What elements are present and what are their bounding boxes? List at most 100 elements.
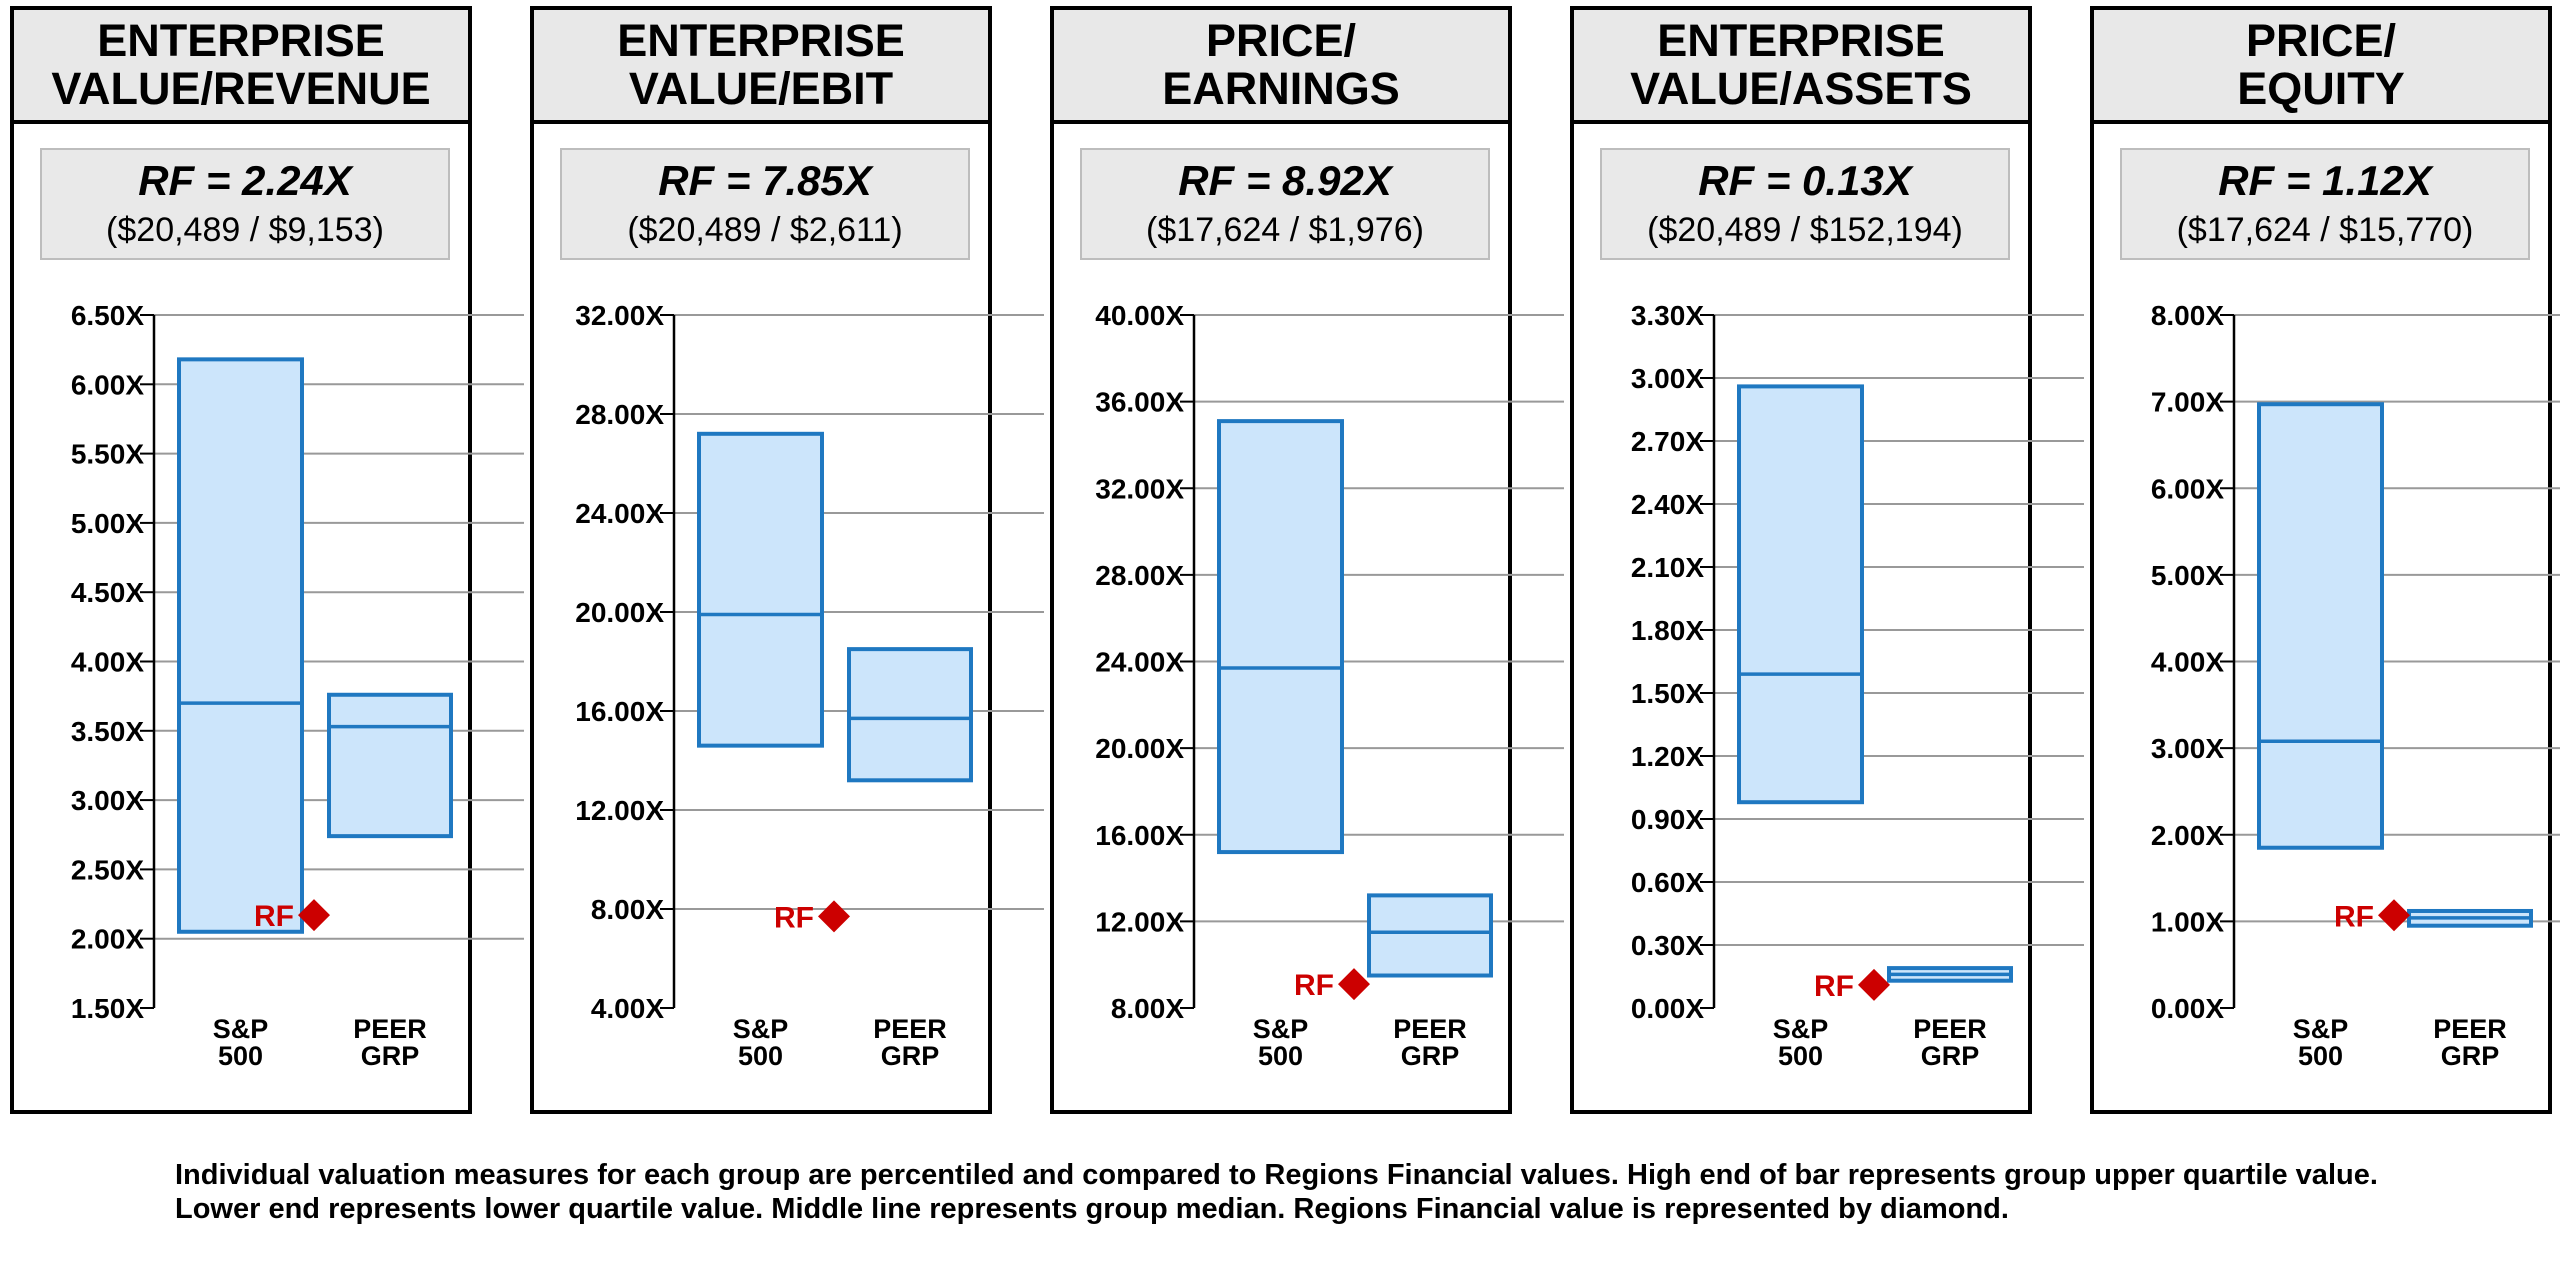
y-tick-label: 1.50X xyxy=(1631,678,1704,709)
rf-ratio: RF = 1.12X xyxy=(2218,157,2432,204)
quartile-bar-sp500 xyxy=(1217,419,1344,855)
y-tick-label: 2.00X xyxy=(2151,820,2224,851)
rf-calculation: ($20,489 / $2,611) xyxy=(627,211,903,249)
category-label: PEER GRP xyxy=(2433,1014,2507,1071)
rf-marker-label: RF xyxy=(254,900,294,933)
quartile-bar-sp500 xyxy=(1737,384,1864,805)
rf-summary-box: RF = 8.92X ($17,624 / $1,976) xyxy=(1080,148,1490,260)
valuation-panel-3: PRICE/EARNINGS RF = 8.92X ($17,624 / $1,97… xyxy=(1050,6,1564,1114)
y-tick-label: 6.00X xyxy=(2151,473,2224,504)
rf-marker-label: RF xyxy=(1294,969,1334,1002)
panel-title: PRICE/EARNINGS xyxy=(1054,10,1508,124)
rf-ratio: RF = 7.85X xyxy=(658,157,872,204)
y-tick-label: 2.50X xyxy=(71,854,144,885)
y-tick-label: 24.00X xyxy=(575,498,664,529)
y-tick-label: 1.80X xyxy=(1631,615,1704,646)
y-tick-label: 4.00X xyxy=(71,647,144,678)
y-tick-label: 0.60X xyxy=(1631,867,1704,898)
y-tick-label: 36.00X xyxy=(1095,387,1184,418)
rf-ratio: RF = 0.13X xyxy=(1698,157,1912,204)
box-chart: 4.00X 8.00X 12.00X 16.00X 20.00X 24.00X 28.00X… xyxy=(575,300,1044,1071)
y-tick-label: 7.00X xyxy=(2151,387,2224,418)
y-tick-label: 0.90X xyxy=(1631,804,1704,835)
rf-summary-box: RF = 0.13X ($20,489 / $152,194) xyxy=(1600,148,2010,260)
y-tick-label: 28.00X xyxy=(575,399,664,430)
y-tick-label: 32.00X xyxy=(575,300,664,331)
valuation-panel-4: ENTERPRISE VALUE/ASSETS RF = 0.13X ($20,489… xyxy=(1570,6,2084,1114)
y-tick-label: 3.00X xyxy=(1631,363,1704,394)
rf-marker-label: RF xyxy=(1814,970,1854,1003)
rf-marker-label: RF xyxy=(774,901,814,934)
panel-title-line: PRICE/ xyxy=(1205,15,1357,66)
panel-title: ENTERPRISE VALUE/ASSETS xyxy=(1574,10,2028,124)
quartile-bar-sp500 xyxy=(177,357,304,934)
y-tick-label: 12.00X xyxy=(575,795,664,826)
y-tick-label: 20.00X xyxy=(575,597,664,628)
panel-title-line: VALUE/REVENUE xyxy=(51,63,431,114)
rf-diamond-marker xyxy=(2378,899,2410,932)
quartile-bar-sp500 xyxy=(697,431,824,748)
y-tick-label: 5.00X xyxy=(71,508,144,539)
y-tick-label: 8.00X xyxy=(591,894,664,925)
y-tick-label: 12.00X xyxy=(1095,906,1184,937)
category-label: PEER GRP xyxy=(1393,1014,1467,1071)
y-tick-label: 2.70X xyxy=(1631,426,1704,457)
valuation-panel-2: ENTERPRISE VALUE/EBIT RF = 7.85X ($20,489 /… xyxy=(530,6,1044,1114)
rf-calculation: ($17,624 / $15,770) xyxy=(2176,211,2474,249)
y-tick-label: 0.00X xyxy=(1631,993,1704,1024)
category-label: S&P 500 xyxy=(1253,1014,1309,1071)
y-tick-label: 24.00X xyxy=(1095,647,1184,678)
rf-diamond-marker xyxy=(1338,968,1370,1001)
y-tick-label: 3.30X xyxy=(1631,300,1704,331)
y-tick-label: 4.50X xyxy=(71,577,144,608)
category-label: PEER GRP xyxy=(353,1014,427,1071)
rf-summary-box: RF = 7.85X ($20,489 / $2,611) xyxy=(560,148,970,260)
panel-title-line: PRICE/ xyxy=(2245,15,2397,66)
panel-title-line: ENTERPRISE xyxy=(97,15,385,66)
panel-title: PRICE/EQUITY xyxy=(2094,10,2548,124)
rf-calculation: ($17,624 / $1,976) xyxy=(1146,211,1424,249)
category-label: S&P 500 xyxy=(733,1014,789,1071)
panel-title-line: VALUE/EBIT xyxy=(628,63,894,114)
panel-title: ENTERPRISE VALUE/REVENUE xyxy=(14,10,468,124)
rf-ratio: RF = 2.24X xyxy=(138,157,352,204)
rf-diamond-marker xyxy=(1858,968,1890,1001)
y-tick-label: 6.00X xyxy=(71,369,144,400)
category-label: S&P 500 xyxy=(2293,1014,2349,1071)
box-chart: 1.50X 2.00X 2.50X 3.00X 3.50X 4.00X 4.50X 5.00X… xyxy=(71,300,524,1071)
y-tick-label: 1.20X xyxy=(1631,741,1704,772)
y-tick-label: 0.00X xyxy=(2151,993,2224,1024)
y-tick-label: 16.00X xyxy=(575,696,664,727)
y-tick-label: 4.00X xyxy=(2151,647,2224,678)
y-tick-label: 0.30X xyxy=(1631,930,1704,961)
y-tick-label: 6.50X xyxy=(71,300,144,331)
panel-title-line: EARNINGS xyxy=(1162,63,1400,114)
category-label: S&P 500 xyxy=(1773,1014,1829,1071)
y-tick-label: 8.00X xyxy=(2151,300,2224,331)
rf-diamond-marker xyxy=(818,900,850,933)
y-tick-label: 3.50X xyxy=(71,716,144,747)
panel-title-line: EQUITY xyxy=(2237,63,2405,114)
y-tick-label: 1.00X xyxy=(2151,906,2224,937)
panel-title-line: ENTERPRISE xyxy=(617,15,905,66)
y-tick-label: 5.00X xyxy=(2151,560,2224,591)
y-tick-label: 16.00X xyxy=(1095,820,1184,851)
y-tick-label: 3.00X xyxy=(71,785,144,816)
box-chart: 0.00X 0.30X 0.60X 0.90X 1.20X 1.50X 1.80X 2.10X… xyxy=(1631,300,2084,1071)
footnote: Individual valuation measures for each g… xyxy=(175,1159,2378,1225)
panel-title-line: ENTERPRISE xyxy=(1657,15,1945,66)
y-tick-label: 5.50X xyxy=(71,439,144,470)
y-tick-label: 28.00X xyxy=(1095,560,1184,591)
rf-ratio: RF = 8.92X xyxy=(1178,157,1392,204)
y-tick-label: 1.50X xyxy=(71,993,144,1024)
valuation-panel-1: ENTERPRISE VALUE/REVENUE RF = 2.24X ($20,48… xyxy=(10,6,524,1114)
y-tick-label: 2.40X xyxy=(1631,489,1704,520)
panel-title-line: VALUE/ASSETS xyxy=(1630,63,1972,114)
quartile-bar-peer-grp xyxy=(327,692,453,839)
y-tick-label: 4.00X xyxy=(591,993,664,1024)
rf-summary-box: RF = 2.24X ($20,489 / $9,153) xyxy=(40,148,450,260)
rf-calculation: ($20,489 / $9,153) xyxy=(106,211,384,249)
category-label: PEER GRP xyxy=(1913,1014,1987,1071)
y-tick-label: 20.00X xyxy=(1095,733,1184,764)
quartile-bar-peer-grp xyxy=(1367,893,1493,978)
